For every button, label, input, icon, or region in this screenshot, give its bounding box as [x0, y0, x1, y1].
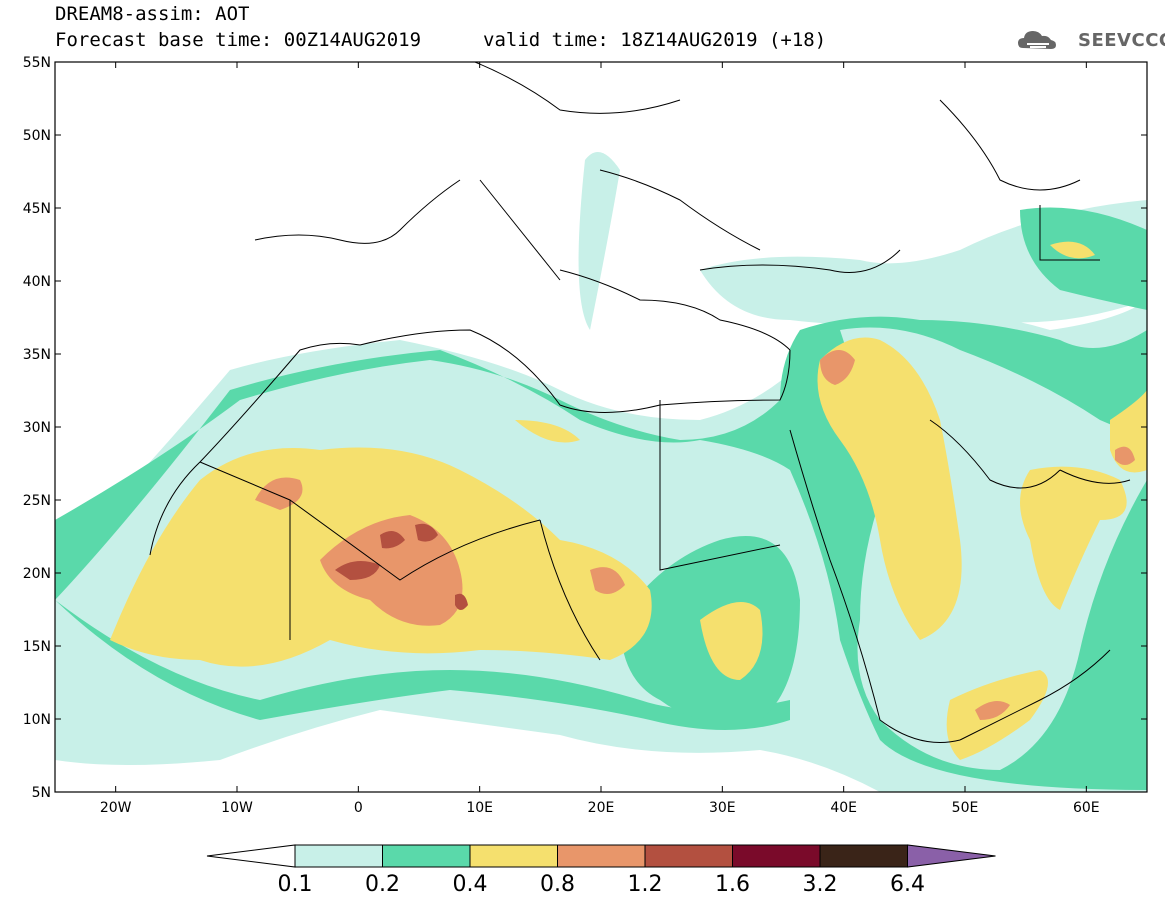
lat-tick-label: 25N [23, 493, 51, 509]
colorbar-label: 3.2 [802, 872, 838, 897]
map-title: DREAM8-assim: AOT [55, 3, 250, 25]
aot-field [55, 62, 1147, 792]
lat-tick-label: 50N [23, 128, 51, 144]
valid-time: valid time: 18Z14AUG2019 (+18) [483, 29, 827, 51]
colorbar-bin [557, 844, 646, 868]
forecast-times: Forecast base time: 00Z14AUG2019 valid ti… [55, 29, 826, 51]
cloud-icon [1018, 31, 1056, 49]
colorbar-bin [294, 844, 383, 868]
colorbar-bin [819, 844, 908, 868]
colorbar-under-triangle [206, 844, 296, 868]
colorbar-bin [382, 844, 471, 868]
colorbar-label: 6.4 [890, 872, 925, 897]
lat-tick-label: 5N [32, 785, 51, 801]
lon-tick-label: 0 [354, 800, 363, 816]
colorbar-bin [732, 844, 821, 868]
lon-tick-label: 50E [952, 800, 979, 816]
lon-tick-label: 10E [466, 800, 493, 816]
colorbar-bin [469, 844, 558, 868]
lon-tick-label: 60E [1073, 800, 1100, 816]
lon-axis: 20W 10W 0 10E 20E 30E 40E 50E 60E [100, 62, 1100, 816]
colorbar-label: 0.4 [452, 872, 488, 897]
colorbar-bin [644, 844, 733, 868]
lon-tick-label: 40E [830, 800, 857, 816]
lat-tick-label: 45N [23, 201, 51, 217]
colorbar-label: 0.8 [540, 872, 575, 897]
colorbar-label: 1.2 [627, 872, 663, 897]
lon-tick-label: 20W [100, 800, 132, 816]
colorbar-label: 0.1 [277, 872, 313, 897]
lat-tick-label: 15N [23, 639, 51, 655]
lon-tick-label: 10W [221, 800, 253, 816]
base-time: Forecast base time: 00Z14AUG2019 [55, 29, 422, 51]
colorbar-label: 0.2 [365, 872, 400, 897]
lat-tick-label: 10N [23, 712, 51, 728]
logo-text: SEEVCCC [1078, 30, 1165, 51]
colorbar-label: 1.6 [715, 872, 750, 897]
lat-tick-label: 40N [23, 274, 51, 290]
lon-tick-label: 30E [709, 800, 736, 816]
lat-tick-label: 20N [23, 566, 51, 582]
colorbar-over-triangle [907, 844, 996, 868]
colorbar [206, 844, 996, 868]
lat-tick-label: 35N [23, 347, 51, 363]
lat-tick-label: 30N [23, 420, 51, 436]
lon-tick-label: 20E [588, 800, 615, 816]
lat-axis: 5N 10N 15N 20N 25N 30N 35N 40N 45N 50N 55N [23, 55, 1147, 801]
lat-tick-label: 55N [23, 55, 51, 71]
